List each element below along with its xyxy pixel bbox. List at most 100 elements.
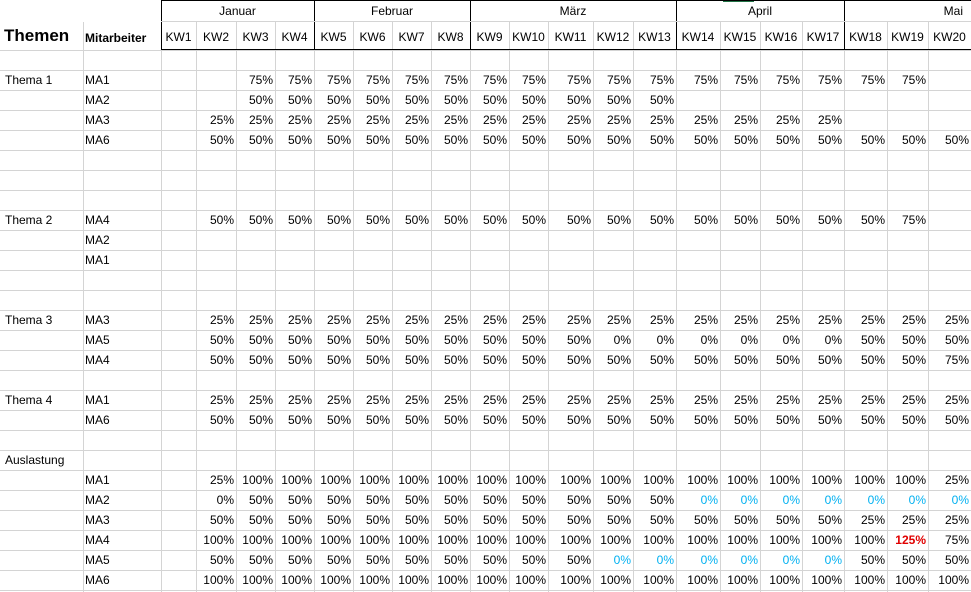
percent-cell[interactable]: 0% [700, 333, 718, 347]
percent-cell[interactable]: 75% [860, 73, 885, 87]
percent-cell[interactable]: 100% [687, 533, 718, 547]
percent-cell[interactable]: 100% [811, 573, 842, 587]
percent-cell[interactable]: 50% [248, 553, 273, 567]
percent-cell[interactable]: 50% [248, 333, 273, 347]
percent-cell[interactable]: 100% [643, 473, 674, 487]
percent-cell[interactable]: 50% [521, 133, 546, 147]
percent-cell[interactable]: 75% [443, 73, 468, 87]
percent-cell[interactable]: 50% [693, 413, 718, 427]
percent-cell[interactable]: 50% [944, 553, 969, 567]
percent-cell[interactable]: 50% [566, 413, 591, 427]
percent-cell[interactable]: 50% [566, 93, 591, 107]
percent-cell[interactable]: 25% [860, 393, 885, 407]
percent-cell[interactable]: 100% [727, 533, 758, 547]
percent-cell[interactable]: 100% [359, 533, 390, 547]
percent-cell[interactable]: 25% [482, 113, 507, 127]
percent-cell[interactable]: 25% [649, 113, 674, 127]
percent-cell[interactable]: 25% [326, 113, 351, 127]
percent-cell[interactable]: 50% [860, 413, 885, 427]
week-header[interactable]: KW4 [281, 30, 308, 44]
percent-cell[interactable]: 50% [248, 93, 273, 107]
percent-cell[interactable]: 50% [326, 213, 351, 227]
percent-cell[interactable]: 125% [895, 533, 926, 547]
employee-cell[interactable]: MA6 [85, 413, 110, 427]
percent-cell[interactable]: 50% [901, 553, 926, 567]
percent-cell[interactable]: 50% [733, 353, 758, 367]
percent-cell[interactable]: 50% [287, 413, 312, 427]
percent-cell[interactable]: 50% [566, 553, 591, 567]
percent-cell[interactable]: 100% [437, 533, 468, 547]
percent-cell[interactable]: 50% [860, 213, 885, 227]
percent-cell[interactable]: 100% [727, 573, 758, 587]
percent-cell[interactable]: 100% [895, 473, 926, 487]
percent-cell[interactable]: 25% [901, 513, 926, 527]
percent-cell[interactable]: 0% [867, 493, 885, 507]
percent-cell[interactable]: 25% [566, 113, 591, 127]
percent-cell[interactable]: 50% [287, 213, 312, 227]
percent-cell[interactable]: 75% [944, 533, 969, 547]
employee-cell[interactable]: MA5 [85, 333, 110, 347]
employee-cell[interactable]: MA3 [85, 513, 110, 527]
percent-cell[interactable]: 50% [287, 353, 312, 367]
percent-cell[interactable]: 25% [287, 393, 312, 407]
percent-cell[interactable]: 75% [901, 213, 926, 227]
percent-cell[interactable]: 50% [649, 413, 674, 427]
percent-cell[interactable]: 75% [649, 73, 674, 87]
percent-cell[interactable]: 25% [817, 313, 842, 327]
topic-label[interactable]: Thema 1 [5, 73, 53, 87]
percent-cell[interactable]: 0% [656, 553, 674, 567]
percent-cell[interactable]: 50% [901, 133, 926, 147]
percent-cell[interactable]: 50% [248, 513, 273, 527]
percent-cell[interactable]: 50% [443, 413, 468, 427]
percent-cell[interactable]: 0% [740, 333, 758, 347]
percent-cell[interactable]: 25% [287, 113, 312, 127]
percent-cell[interactable]: 50% [326, 93, 351, 107]
week-header[interactable]: KW10 [512, 30, 545, 44]
percent-cell[interactable]: 50% [860, 133, 885, 147]
percent-cell[interactable]: 50% [287, 133, 312, 147]
percent-cell[interactable]: 100% [203, 573, 234, 587]
percent-cell[interactable]: 100% [242, 573, 273, 587]
percent-cell[interactable]: 50% [521, 93, 546, 107]
percent-cell[interactable]: 25% [901, 393, 926, 407]
percent-cell[interactable]: 25% [733, 393, 758, 407]
percent-cell[interactable]: 0% [656, 333, 674, 347]
percent-cell[interactable]: 50% [775, 513, 800, 527]
percent-cell[interactable]: 0% [782, 493, 800, 507]
week-header[interactable]: KW5 [320, 30, 347, 44]
percent-cell[interactable]: 25% [606, 113, 631, 127]
percent-cell[interactable]: 50% [248, 493, 273, 507]
percent-cell[interactable]: 25% [248, 393, 273, 407]
percent-cell[interactable]: 50% [606, 93, 631, 107]
percent-cell[interactable]: 25% [860, 313, 885, 327]
week-header[interactable]: KW2 [202, 30, 229, 44]
percent-cell[interactable]: 50% [365, 513, 390, 527]
percent-cell[interactable]: 25% [566, 393, 591, 407]
percent-cell[interactable]: 50% [860, 333, 885, 347]
percent-cell[interactable]: 50% [521, 493, 546, 507]
percent-cell[interactable]: 100% [769, 573, 800, 587]
header-mitarbeiter[interactable]: Mitarbeiter [85, 31, 147, 45]
percent-cell[interactable]: 100% [600, 573, 631, 587]
percent-cell[interactable]: 50% [944, 133, 969, 147]
week-header[interactable]: KW14 [681, 30, 715, 44]
percent-cell[interactable]: 25% [606, 393, 631, 407]
week-header[interactable]: KW12 [596, 30, 630, 44]
percent-cell[interactable]: 50% [326, 493, 351, 507]
percent-cell[interactable]: 50% [482, 133, 507, 147]
percent-cell[interactable]: 50% [443, 353, 468, 367]
week-header[interactable]: KW13 [638, 30, 671, 44]
percent-cell[interactable]: 50% [817, 353, 842, 367]
percent-cell[interactable]: 50% [606, 213, 631, 227]
percent-cell[interactable]: 25% [326, 313, 351, 327]
week-header[interactable]: KW9 [476, 30, 503, 44]
percent-cell[interactable]: 100% [242, 533, 273, 547]
percent-cell[interactable]: 0% [740, 553, 758, 567]
percent-cell[interactable]: 50% [901, 333, 926, 347]
percent-cell[interactable]: 50% [775, 213, 800, 227]
percent-cell[interactable]: 50% [606, 353, 631, 367]
topic-label[interactable]: Thema 4 [5, 393, 53, 407]
month-header[interactable]: Februar [370, 4, 414, 18]
percent-cell[interactable]: 50% [365, 333, 390, 347]
percent-cell[interactable]: 50% [287, 513, 312, 527]
